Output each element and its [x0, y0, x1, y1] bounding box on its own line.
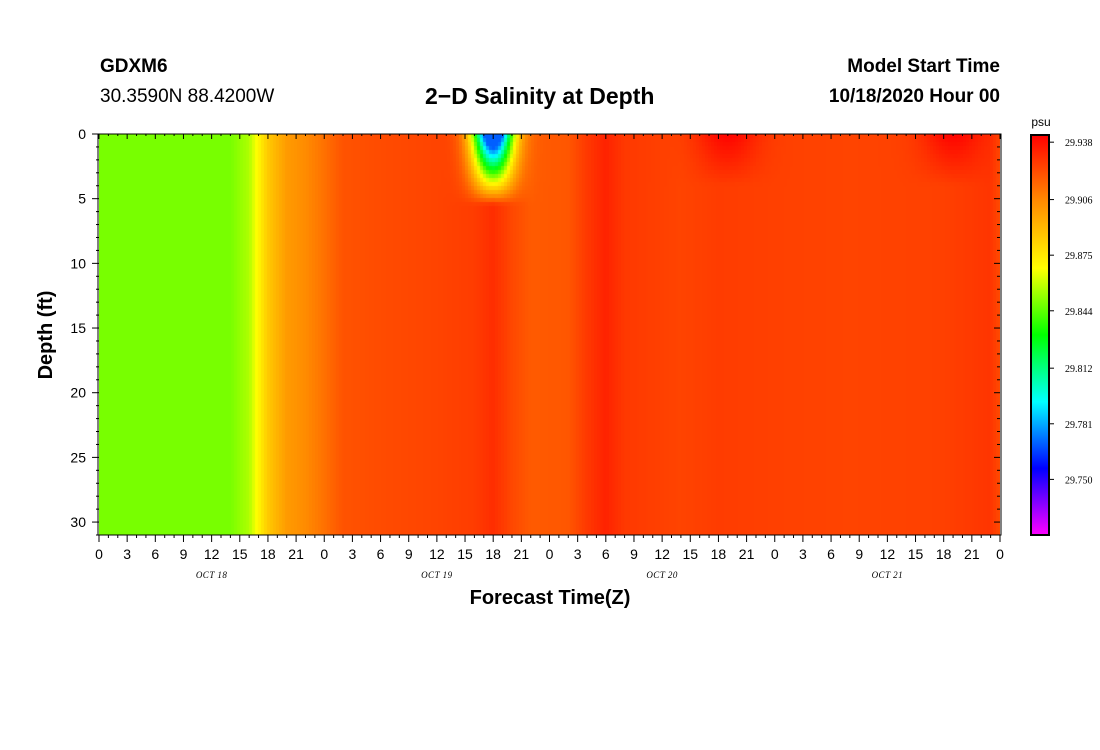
y-tick-label: 20 — [70, 385, 86, 401]
station-coordinates: 30.3590N 88.4200W — [100, 86, 275, 107]
x-tick-label: 6 — [151, 546, 159, 562]
x-day-label: OCT 18 — [196, 570, 228, 580]
x-day-label: OCT 19 — [421, 570, 453, 580]
x-tick-label: 6 — [602, 546, 610, 562]
x-tick-label: 18 — [936, 546, 952, 562]
x-tick-label: 6 — [377, 546, 385, 562]
colorbar-label: 29.875 — [1065, 251, 1093, 262]
colorbar-unit: psu — [1031, 115, 1050, 129]
x-tick-label: 21 — [739, 546, 755, 562]
station-id: GDXM6 — [100, 56, 168, 77]
x-tick-label: 0 — [996, 546, 1004, 562]
y-tick-label: 15 — [70, 320, 86, 336]
x-tick-label: 3 — [349, 546, 357, 562]
x-axis-title: Forecast Time(Z) — [470, 587, 631, 609]
x-tick-label: 21 — [964, 546, 980, 562]
x-tick-label: 12 — [880, 546, 896, 562]
chart-title: 2−D Salinity at Depth — [425, 83, 655, 109]
x-tick-label: 15 — [232, 546, 248, 562]
y-axis-title: Depth (ft) — [35, 291, 57, 380]
x-tick-label: 9 — [630, 546, 638, 562]
x-tick-label: 12 — [429, 546, 445, 562]
x-tick-label: 12 — [654, 546, 670, 562]
x-tick-label: 12 — [204, 546, 220, 562]
x-day-label: OCT 20 — [646, 570, 678, 580]
y-tick-label: 5 — [78, 191, 86, 207]
x-tick-label: 3 — [574, 546, 582, 562]
x-tick-label: 21 — [288, 546, 304, 562]
salinity-heatmap-image — [99, 134, 1000, 535]
x-tick-label: 15 — [457, 546, 473, 562]
x-tick-label: 15 — [682, 546, 698, 562]
colorbar: psu 29.938 29.906 29.875 29.844 29.812 29.781… — [1030, 115, 1093, 536]
x-tick-label: 9 — [405, 546, 413, 562]
x-tick-label: 0 — [771, 546, 779, 562]
x-axis: 0 3 6 9 12 15 18 21 0 3 6 9 12 15 18 21 0 3 6 9 12 15 18 21 0 3 6 9… — [95, 134, 1004, 580]
y-tick-label: 30 — [70, 514, 86, 530]
y-tick-label: 25 — [70, 449, 86, 465]
colorbar-label: 29.812 — [1065, 364, 1093, 375]
heatmap-area — [99, 134, 1000, 535]
x-tick-label: 18 — [711, 546, 727, 562]
x-tick-label: 3 — [799, 546, 807, 562]
x-tick-label: 9 — [855, 546, 863, 562]
x-tick-label: 6 — [827, 546, 835, 562]
colorbar-label: 29.844 — [1065, 307, 1093, 318]
x-tick-label: 3 — [123, 546, 131, 562]
x-tick-label: 0 — [320, 546, 328, 562]
x-day-label: OCT 21 — [872, 570, 904, 580]
x-tick-label: 0 — [546, 546, 554, 562]
x-tick-label: 9 — [180, 546, 188, 562]
x-tick-label: 21 — [514, 546, 530, 562]
colorbar-gradient — [1030, 134, 1050, 536]
x-tick-label: 15 — [908, 546, 924, 562]
model-start-value: 10/18/2020 Hour 00 — [828, 86, 1000, 107]
x-tick-label: 18 — [485, 546, 501, 562]
colorbar-label: 29.938 — [1065, 138, 1093, 149]
colorbar-label: 29.781 — [1065, 420, 1093, 431]
colorbar-label: 29.906 — [1065, 196, 1093, 207]
y-tick-label: 10 — [70, 255, 86, 271]
x-tick-label: 0 — [95, 546, 103, 562]
colorbar-label: 29.750 — [1065, 475, 1093, 486]
x-tick-label: 18 — [260, 546, 276, 562]
y-tick-label: 0 — [78, 126, 86, 142]
y-axis: 0 5 10 15 20 25 30 — [70, 126, 1000, 536]
model-start-label: Model Start Time — [847, 56, 1000, 77]
